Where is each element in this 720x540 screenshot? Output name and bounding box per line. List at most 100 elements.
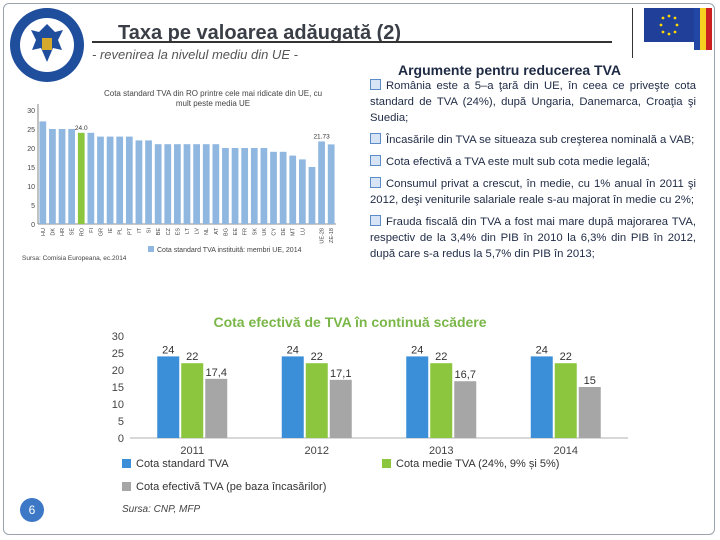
chart1-bar [289, 155, 297, 224]
chart1-x-tick-label: CY [272, 228, 278, 236]
argument-item: Consumul privat a crescut, în medie, cu … [370, 177, 696, 206]
chart1-x-tick-label: RO [79, 227, 85, 236]
header-divider [632, 8, 633, 58]
argument-item: România este a 5–a ţară din UE, în ceea … [370, 79, 696, 124]
chart1-x-tick-label: UE-28 [320, 228, 326, 244]
chart1-bar [308, 167, 316, 224]
chart1-bar [270, 151, 277, 224]
chart2-data-label: 24 [162, 344, 174, 356]
chart2-data-label: 22 [311, 351, 323, 363]
chart1-x-tick-label: IT [137, 227, 143, 233]
chart2-source: Sursa: CNP, MFP [122, 504, 200, 515]
chart1-bar [135, 140, 143, 224]
chart1-bar [279, 151, 287, 224]
effective-vat-chart: Cota efectivă de TVA în continuă scădere… [112, 314, 628, 515]
chart1-x-tick-label: GR [98, 228, 104, 236]
page-number: 6 [20, 498, 44, 522]
chart1-bar [125, 136, 133, 224]
chart1-x-tick-label: DK [50, 228, 56, 236]
chart1-x-tick-label: SE [70, 228, 76, 236]
chart1-legend: Cota standard TVA instituită: membri UE,… [157, 247, 302, 254]
chart1-x-tick-label: BG [223, 228, 229, 236]
chart1-x-tick-label: LT [185, 227, 191, 234]
chart2-legend-entry: Cota efectivă TVA (pe baza încasărilor) [136, 481, 326, 493]
chart2-bar [157, 356, 180, 438]
chart2-x-tick-label: 2012 [305, 445, 329, 457]
chart2-legend-entry: Cota standard TVA [136, 458, 229, 470]
eu-romania-flag-icon [644, 8, 712, 50]
chart2-y-tick-label: 20 [112, 365, 124, 377]
chart1-x-tick-label: PT [127, 227, 133, 235]
checkbox-bullet-icon [370, 79, 381, 90]
arguments-title: Argumente pentru reducerea TVA [398, 62, 622, 78]
chart2-data-label: 24 [411, 344, 423, 356]
chart1-bar [174, 144, 181, 224]
chart2-data-label: 24 [536, 344, 548, 356]
argument-item: Cota efectivă a TVA este mult sub cota m… [370, 154, 696, 170]
chart1-bar [250, 148, 258, 224]
chart1-bar [318, 141, 325, 224]
chart1-bar [327, 144, 335, 224]
eu-vat-rates-chart: 0 5 10 15 20 25 30 24.0 21.73 HU DK HR SE RO FI GR IE P… [22, 89, 336, 262]
chart1-x-tick-label: ES [175, 228, 181, 236]
chart1-bar [106, 136, 114, 224]
chart1-bar [212, 144, 220, 224]
arguments-list: România este a 5–a ţară din UE, în ceea … [370, 78, 696, 268]
chart1-bar [222, 148, 229, 224]
slide-frame [3, 3, 715, 535]
chart2-title: Cota efectivă de TVA în continuă scădere [213, 314, 486, 330]
chart1-bar [164, 144, 172, 224]
chart1-x-tick-label: PL [118, 228, 124, 235]
chart1-bar [87, 132, 95, 224]
chart2-bar [554, 363, 577, 438]
chart2-data-label: 24 [287, 344, 299, 356]
chart1-bar [68, 129, 76, 224]
chart2-bar [454, 381, 477, 438]
chart2-legend-swatch [382, 459, 391, 468]
chart2-bar [578, 387, 601, 438]
chart2-bar [329, 379, 352, 438]
chart2-legend-swatch [122, 482, 131, 491]
chart2-x-tick-label: 2014 [554, 445, 578, 457]
chart1-bar [193, 144, 200, 224]
chart1-data-label: 24.0 [75, 125, 88, 132]
chart1-bar [97, 136, 104, 224]
chart1-x-tick-label: NL [204, 228, 210, 235]
chart2-legend-entry: Cota medie TVA (24%, 9% și 5%) [396, 458, 559, 470]
chart1-x-tick-label: IE [108, 228, 114, 234]
title-rule [92, 41, 612, 43]
checkbox-bullet-icon [370, 155, 381, 166]
chart1-x-tick-label: BE [156, 228, 162, 236]
chart1-x-tick-label: SK [252, 228, 258, 236]
chart1-x-tick-label: DE [281, 228, 287, 236]
chart2-x-tick-label: 2011 [180, 445, 204, 457]
chart1-x-tick-label: CZ [166, 227, 172, 235]
chart1-x-tick-label: HU [41, 228, 47, 236]
chart1-x-tick-label: UK [262, 228, 268, 236]
checkbox-bullet-icon [370, 215, 381, 226]
chart2-data-label: 17,1 [330, 368, 351, 380]
chart1-y-tick-label: 0 [31, 222, 35, 229]
chart1-bar [116, 136, 124, 224]
chart2-legend-swatch [122, 459, 131, 468]
chart1-bar [77, 132, 85, 224]
chart2-y-tick-label: 15 [112, 382, 124, 394]
chart2-bar [430, 363, 453, 438]
chart1-y-tick-label: 25 [27, 127, 35, 134]
chart1-bar [260, 148, 268, 224]
chart1-y-tick-label: 10 [27, 184, 35, 191]
chart1-legend-swatch [148, 246, 154, 252]
chart2-bar [181, 363, 204, 438]
chart1-data-label: 21.73 [313, 133, 330, 140]
chart2-data-label: 22 [560, 351, 572, 363]
chart2-y-tick-label: 5 [118, 416, 124, 428]
slide-subtitle: - revenirea la nivelul mediu din UE - [92, 47, 298, 62]
chart1-y-tick-label: 20 [27, 146, 35, 153]
chart2-y-tick-label: 0 [118, 433, 124, 445]
chart2-bar [406, 356, 429, 438]
chart2-y-tick-label: 25 [112, 348, 124, 360]
chart1-x-tick-label: MT [291, 227, 297, 236]
chart1-x-tick-label: SI [147, 228, 153, 234]
chart1-y-tick-label: 30 [27, 108, 35, 115]
checkbox-bullet-icon [370, 177, 381, 188]
